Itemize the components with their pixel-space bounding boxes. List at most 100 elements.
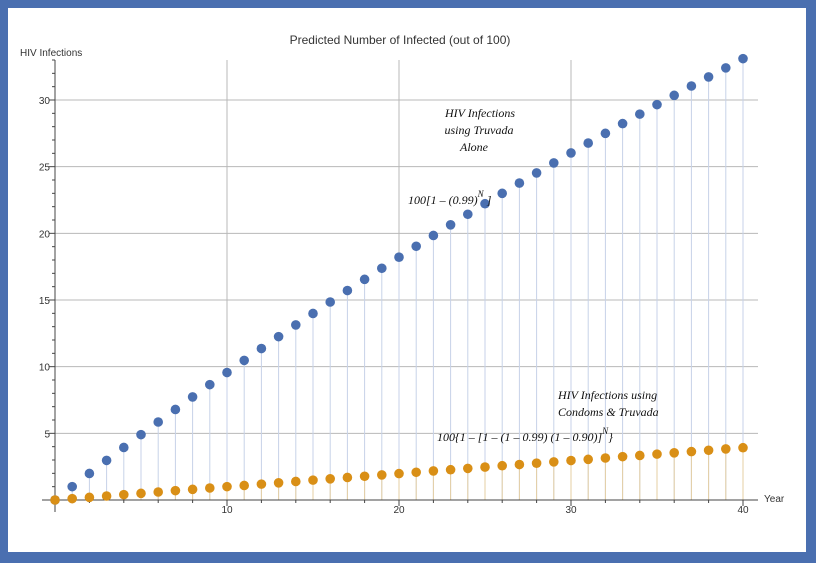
- data-point-truvada: [222, 367, 232, 378]
- data-point-truvada: [428, 230, 439, 241]
- data-point-truvada: [377, 263, 387, 274]
- data-point-condoms-truvada: [153, 487, 163, 497]
- data-point-condoms-truvada: [669, 448, 679, 458]
- data-point-condoms-truvada: [325, 474, 336, 484]
- data-point-condoms-truvada: [583, 454, 593, 465]
- data-point-truvada: [566, 148, 576, 158]
- data-point-condoms-truvada: [497, 460, 508, 471]
- x-tick-label: 10: [221, 505, 233, 516]
- data-point-condoms-truvada: [617, 451, 628, 462]
- annotation-line: HIV Infections using: [557, 388, 657, 402]
- formula-truvada-alone: 100[1 – (0.99)N ]: [408, 189, 492, 207]
- data-point-condoms-truvada: [738, 442, 748, 453]
- data-point-condoms-truvada: [411, 467, 422, 478]
- chart-title: Predicted Number of Infected (out of 100…: [290, 33, 511, 47]
- data-point-truvada: [411, 241, 422, 252]
- data-point-condoms-truvada: [239, 480, 249, 491]
- data-point-condoms-truvada: [273, 478, 284, 488]
- data-point-condoms-truvada: [342, 472, 353, 483]
- data-point-condoms-truvada: [101, 491, 112, 501]
- data-point-condoms-truvada: [463, 463, 473, 474]
- data-point-truvada: [669, 90, 679, 101]
- data-point-condoms-truvada: [187, 484, 198, 495]
- points: [50, 53, 748, 505]
- data-point-truvada: [514, 178, 525, 188]
- data-point-truvada: [721, 63, 731, 73]
- data-point-truvada: [531, 168, 542, 178]
- data-point-truvada: [359, 274, 370, 285]
- data-point-condoms-truvada: [703, 445, 714, 456]
- data-point-condoms-truvada: [359, 471, 370, 482]
- data-point-condoms-truvada: [222, 481, 232, 492]
- data-point-truvada: [273, 331, 284, 342]
- x-tick-label: 40: [737, 505, 749, 516]
- data-point-condoms-truvada: [600, 453, 611, 463]
- data-point-truvada: [617, 118, 628, 129]
- data-point-condoms-truvada: [67, 493, 77, 504]
- data-point-truvada: [256, 343, 267, 354]
- x-tick-label: 20: [393, 505, 405, 516]
- data-point-condoms-truvada: [428, 466, 439, 476]
- data-point-truvada: [703, 72, 714, 82]
- data-point-truvada: [686, 81, 697, 91]
- axes: [42, 60, 758, 512]
- data-point-condoms-truvada: [170, 485, 181, 496]
- data-point-condoms-truvada: [635, 450, 645, 461]
- y-axis-label: HIV Infections: [20, 48, 82, 59]
- data-point-truvada: [170, 404, 181, 415]
- data-point-condoms-truvada: [50, 495, 60, 505]
- formula-part: 100[1 – (0.99): [408, 193, 478, 207]
- annotation-condoms-truvada: HIV Infections using Condoms & Truvada: [557, 388, 659, 419]
- data-point-truvada: [153, 417, 163, 427]
- annotation-line: Condoms & Truvada: [558, 405, 659, 419]
- data-point-condoms-truvada: [514, 459, 525, 470]
- y-tick-label: 10: [39, 363, 51, 374]
- data-point-truvada: [445, 220, 456, 230]
- data-point-truvada: [497, 188, 508, 199]
- formula-part: ]: [484, 193, 492, 207]
- x-tick-label: 30: [565, 505, 577, 516]
- data-point-truvada: [652, 99, 662, 110]
- annotation-line: HIV Infections: [444, 106, 515, 120]
- annotation-line: using Truvada: [444, 123, 513, 137]
- data-point-truvada: [600, 128, 611, 139]
- data-point-condoms-truvada: [308, 475, 318, 485]
- data-point-truvada: [101, 455, 112, 466]
- data-point-condoms-truvada: [721, 444, 731, 454]
- data-point-condoms-truvada: [205, 483, 215, 493]
- data-point-condoms-truvada: [136, 488, 146, 499]
- data-point-condoms-truvada: [377, 470, 387, 480]
- data-point-condoms-truvada: [394, 468, 404, 479]
- data-point-truvada: [119, 442, 129, 453]
- data-point-condoms-truvada: [256, 479, 267, 489]
- data-point-condoms-truvada: [445, 464, 456, 475]
- data-point-condoms-truvada: [84, 492, 95, 503]
- data-point-condoms-truvada: [291, 476, 301, 487]
- data-point-condoms-truvada: [566, 455, 576, 466]
- y-tick-label: 15: [39, 296, 51, 307]
- data-point-truvada: [738, 53, 748, 64]
- data-point-truvada: [187, 392, 198, 402]
- data-point-truvada: [325, 297, 336, 307]
- annotation-line: Alone: [459, 140, 489, 154]
- y-tick-label: 20: [39, 229, 51, 240]
- y-tick-label: 30: [39, 96, 51, 107]
- data-point-truvada: [549, 158, 559, 168]
- data-point-condoms-truvada: [531, 458, 542, 469]
- data-point-truvada: [394, 252, 404, 262]
- data-point-truvada: [308, 308, 318, 319]
- data-point-truvada: [84, 468, 95, 479]
- data-point-truvada: [463, 209, 473, 220]
- data-point-truvada: [635, 109, 645, 119]
- grid: [55, 60, 758, 500]
- data-point-truvada: [342, 285, 353, 296]
- x-axis-label: Year: [764, 494, 785, 505]
- data-point-condoms-truvada: [686, 446, 697, 457]
- data-point-truvada: [67, 481, 77, 492]
- formula-exponent: N: [477, 189, 485, 199]
- y-tick-label: 25: [39, 163, 51, 174]
- ticks: 10 20 30 40 5 10 15 20 25 30: [39, 59, 749, 516]
- stems: [71, 58, 744, 500]
- data-point-truvada: [136, 429, 146, 440]
